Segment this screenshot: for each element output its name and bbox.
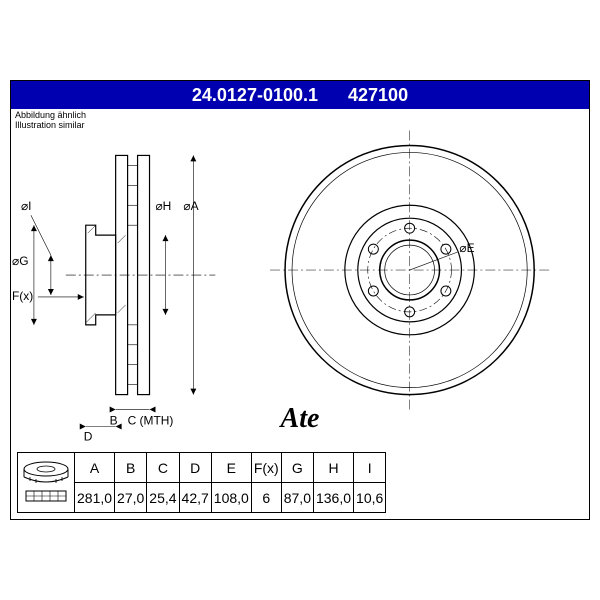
val-B: 27,0 xyxy=(115,483,147,513)
val-E: 108,0 xyxy=(211,483,251,513)
ref-number: 427100 xyxy=(348,85,408,106)
header-bar: 24.0127-0100.1 427100 xyxy=(11,81,589,109)
label-d: D xyxy=(84,429,93,443)
disc-icon xyxy=(20,457,72,505)
table-header-row: A B C D E F(x) G H I xyxy=(18,453,386,483)
val-Fx: 6 xyxy=(251,483,281,513)
diagram-area: ⌀I ⌀G F(x) ⌀H ⌀A xyxy=(11,111,589,449)
front-face-view: ⌀E xyxy=(270,131,549,410)
col-D: D xyxy=(179,453,211,483)
col-H: H xyxy=(313,453,353,483)
label-fx: F(x) xyxy=(12,289,33,303)
val-D: 42,7 xyxy=(179,483,211,513)
brake-disc-diagram: ⌀I ⌀G F(x) ⌀H ⌀A xyxy=(11,111,589,449)
col-Fx: F(x) xyxy=(251,453,281,483)
label-oi: ⌀I xyxy=(21,199,32,213)
val-G: 87,0 xyxy=(281,483,313,513)
col-A: A xyxy=(75,453,115,483)
dimension-table: A B C D E F(x) G H I 281,0 27,0 25,4 42,… xyxy=(17,452,386,513)
label-oh: ⌀H xyxy=(156,199,172,213)
val-C: 25,4 xyxy=(147,483,179,513)
label-oe: ⌀E xyxy=(459,241,474,255)
col-G: G xyxy=(281,453,313,483)
val-H: 136,0 xyxy=(313,483,353,513)
disc-icon-cell xyxy=(18,453,75,513)
part-number: 24.0127-0100.1 xyxy=(192,85,318,106)
col-C: C xyxy=(147,453,179,483)
label-b: B xyxy=(110,413,118,427)
label-og: ⌀G xyxy=(12,254,28,268)
col-I: I xyxy=(354,453,386,483)
val-I: 10,6 xyxy=(354,483,386,513)
col-E: E xyxy=(211,453,251,483)
label-oa: ⌀A xyxy=(183,199,198,213)
val-A: 281,0 xyxy=(75,483,115,513)
col-B: B xyxy=(115,453,147,483)
side-section-view: ⌀I ⌀G F(x) ⌀H ⌀A xyxy=(12,155,215,443)
brand-logo: Ate xyxy=(281,403,320,435)
drawing-frame: 24.0127-0100.1 427100 Abbildung ähnlich … xyxy=(10,80,590,520)
label-c: C (MTH) xyxy=(128,413,174,427)
